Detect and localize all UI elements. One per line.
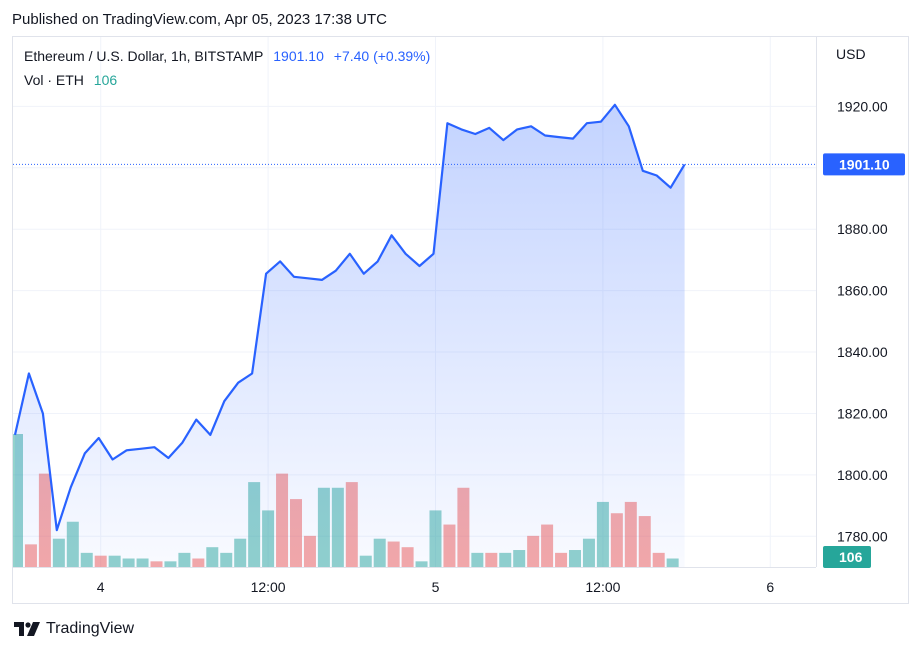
price-area-fill bbox=[15, 104, 685, 568]
legend-symbol-row: Ethereum / U.S. Dollar, 1h, BITSTAMP 190… bbox=[24, 48, 436, 64]
price-tick-label: 1920.00 bbox=[837, 98, 888, 114]
currency-label[interactable]: USD bbox=[836, 46, 866, 62]
price-tick-label: 1800.00 bbox=[837, 467, 888, 483]
tradingview-brand: TradingView bbox=[46, 620, 135, 637]
volume-value: 106 bbox=[93, 72, 118, 88]
price-tick-label: 1880.00 bbox=[837, 221, 888, 237]
chart-frame[interactable]: 1920.001900.001880.001860.001840.001820.… bbox=[12, 36, 909, 604]
volume-badge: 106 bbox=[823, 546, 871, 568]
price-line[interactable] bbox=[13, 103, 686, 532]
volume-label[interactable]: Vol · ETH bbox=[24, 72, 84, 88]
price-tick-label: 1820.00 bbox=[837, 405, 888, 421]
published-caption: Published on TradingView.com, Apr 05, 20… bbox=[12, 11, 387, 28]
legend-volume-row: Vol · ETH 106 bbox=[24, 72, 123, 88]
volume-badge-label: 106 bbox=[839, 549, 863, 565]
tradingview-logo-icon bbox=[14, 622, 40, 636]
price-tick-label: 1780.00 bbox=[837, 528, 888, 544]
price-tick-label: 1840.00 bbox=[837, 344, 888, 360]
time-tick-label: 5 bbox=[432, 579, 440, 595]
time-tick-label: 12:00 bbox=[251, 579, 286, 595]
price-chart[interactable]: 1920.001900.001880.001860.001840.001820.… bbox=[13, 37, 908, 603]
last-price: 1901.10 bbox=[273, 48, 324, 64]
time-axis[interactable]: 4 12:00 5 12:00 6 bbox=[97, 579, 775, 595]
symbol-title[interactable]: Ethereum / U.S. Dollar, 1h, BITSTAMP bbox=[24, 48, 264, 64]
time-tick-label: 4 bbox=[97, 579, 105, 595]
price-tick-label: 1860.00 bbox=[837, 283, 888, 299]
price-badge-label: 1901.10 bbox=[839, 156, 890, 172]
price-badge: 1901.10 bbox=[823, 153, 905, 176]
time-tick-label: 6 bbox=[766, 579, 774, 595]
time-tick-label: 12:00 bbox=[585, 579, 620, 595]
tradingview-logo[interactable]: TradingView bbox=[14, 620, 134, 638]
price-change: +7.40 (+0.39%) bbox=[333, 48, 431, 64]
